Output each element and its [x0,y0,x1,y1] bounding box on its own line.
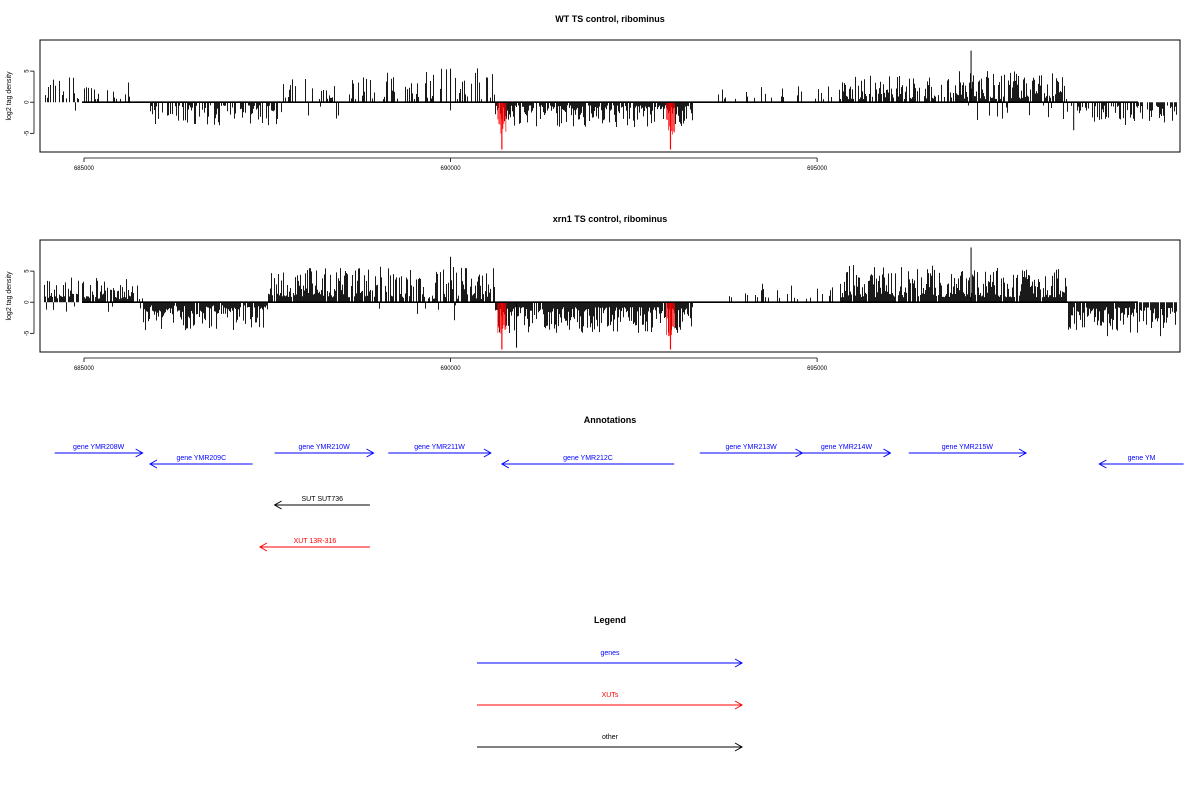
x-tick-label: 695000 [807,366,828,372]
xrn1-axes: -5 0 5 685000 690000 695000 [25,269,1138,372]
legend-arrow-head [734,658,744,668]
wt-plot-frame [39,39,1181,153]
xrn1-track-panel: xrn1 TS control, ribominus log2 tag dens… [6,214,1181,372]
xrn1-plot-frame [39,239,1181,353]
feature-label: gene YMR212C [563,455,613,462]
feature-arrow-head [1018,448,1028,458]
feature-arrow-head [135,448,144,458]
feature-label: gene YMR210W [298,444,350,451]
legend-arrow-head [734,700,744,710]
y-tick-label: 0 [25,300,31,304]
legend-title: Legend [594,615,626,625]
feature-arrow-head [883,448,892,458]
y-tick-label: -5 [25,130,31,136]
wt-signal-bars [45,50,1177,150]
feature-arrow-head [500,459,510,469]
y-tick-label: 5 [25,269,31,273]
legend-items: genes XUTs other [477,650,744,752]
xrn1-signal-bars [44,247,1177,350]
feature-arrow-head [1098,459,1107,469]
feature-arrow-head [483,448,492,458]
x-tick-label: 690000 [441,366,462,372]
xrn1-track-title: xrn1 TS control, ribominus [553,214,668,224]
feature-label: gene YMR208W [73,444,125,451]
feature-arrow-head [148,459,158,469]
feature-arrow-head [273,500,282,510]
wt-y-axis-label: log2 tag density [6,71,13,121]
feature-label: gene YM [1128,455,1156,462]
xrn1-y-axis-label: log2 tag density [6,271,13,321]
wt-track-title: WT TS control, ribominus [555,14,665,24]
x-tick-label: 685000 [74,166,95,172]
y-tick-label: 5 [25,69,31,73]
x-tick-label: 685000 [74,366,95,372]
legend-label: XUTs [602,692,619,699]
y-tick-label: -5 [25,330,31,336]
feature-arrows: gene YMR208W gene YMR209C gene YMR210W gene… [54,444,1184,552]
annotations-title: Annotations [584,415,637,425]
feature-label: gene YMR211W [414,444,465,451]
y-tick-label: 0 [25,100,31,104]
feature-arrow-head [366,448,375,458]
wt-axes: -5 0 5 685000 690000 695000 [25,69,1138,172]
x-tick-label: 690000 [441,166,462,172]
feature-label: gene YMR213W [726,444,778,451]
feature-arrow-head [258,542,268,552]
legend-arrow-head [734,742,744,752]
feature-label: gene YMR215W [942,444,994,451]
x-tick-label: 695000 [807,166,828,172]
legend-label: genes [600,650,620,657]
feature-label: gene YMR214W [821,444,873,451]
feature-label: SUT SUT736 [302,496,344,503]
legend-panel: Legend genes XUTs other [477,615,744,752]
feature-label: XUT 13R-316 [294,538,337,545]
wt-track-panel: WT TS control, ribominus log2 tag densit… [6,14,1181,172]
legend-label: other [602,734,619,741]
feature-label: gene YMR209C [176,455,226,462]
